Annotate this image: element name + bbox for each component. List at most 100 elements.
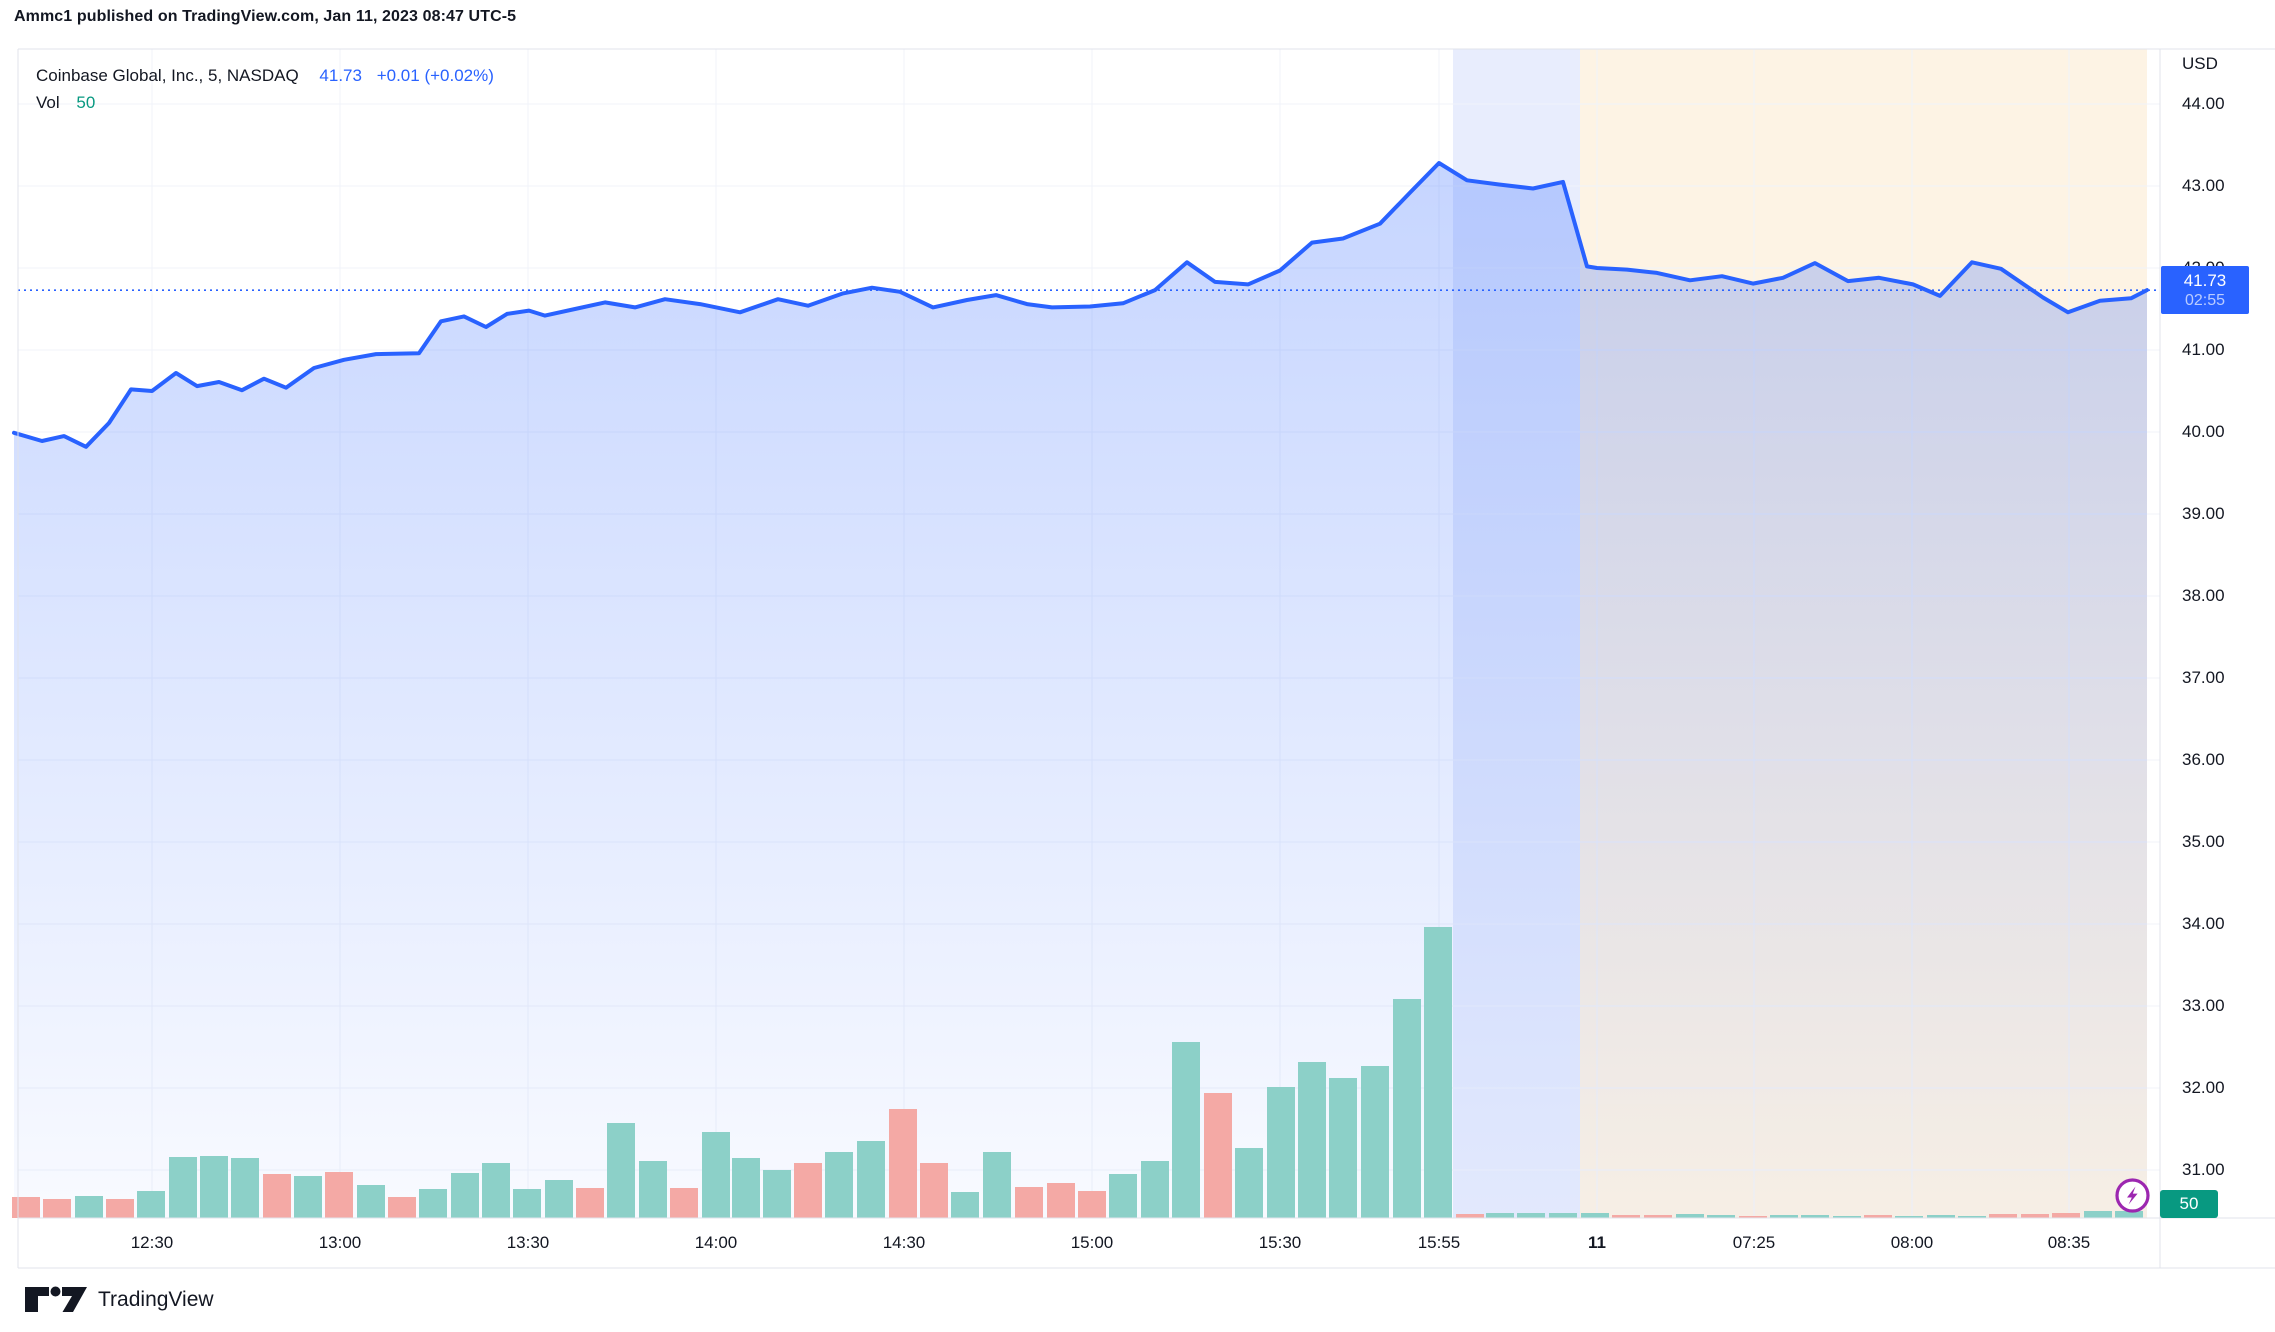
- volume-bar: [639, 1161, 667, 1218]
- volume-bar: [1204, 1093, 1232, 1218]
- volume-bar: [1486, 1213, 1514, 1218]
- time-tick-label: 08:00: [1890, 1233, 1934, 1252]
- volume-bar: [702, 1132, 730, 1218]
- tradingview-wordmark: TradingView: [98, 1287, 214, 1311]
- volume-bar: [325, 1172, 353, 1218]
- volume-bar: [1676, 1214, 1704, 1218]
- volume-bar: [794, 1163, 822, 1218]
- volume-series: [12, 927, 2143, 1218]
- volume-bar: [1801, 1215, 1829, 1218]
- volume-bar: [1864, 1215, 1892, 1218]
- volume-bar: [1298, 1062, 1326, 1218]
- volume-bar: [513, 1189, 541, 1218]
- volume-bar: [2021, 1214, 2049, 1218]
- volume-bar: [200, 1156, 228, 1218]
- volume-bar: [357, 1185, 385, 1218]
- volume-bar: [1047, 1183, 1075, 1218]
- volume-bar: [106, 1199, 134, 1218]
- time-tick-label: 13:30: [506, 1233, 550, 1252]
- current-price-value: 41.73: [2183, 270, 2227, 290]
- time-tick-label: 14:00: [694, 1233, 738, 1252]
- volume-legend-label: Vol: [36, 93, 60, 112]
- volume-bar: [1581, 1213, 1609, 1218]
- volume-bar: [1424, 927, 1452, 1218]
- volume-bar: [1958, 1216, 1986, 1218]
- volume-bar: [825, 1152, 853, 1218]
- volume-bar: [1770, 1215, 1798, 1218]
- volume-bar: [983, 1152, 1011, 1218]
- time-tick-label: 15:30: [1258, 1233, 1302, 1252]
- price-tick-label: 40.00: [2182, 422, 2225, 441]
- volume-bar: [388, 1197, 416, 1218]
- volume-bar: [763, 1170, 791, 1218]
- tradingview-branding[interactable]: TradingView: [24, 1286, 214, 1313]
- volume-bar: [1833, 1216, 1861, 1218]
- volume-bar: [1109, 1174, 1137, 1218]
- volume-bar: [576, 1188, 604, 1218]
- volume-bar: [263, 1174, 291, 1218]
- volume-bar: [951, 1192, 979, 1218]
- price-tick-label: 41.00: [2182, 340, 2225, 359]
- volume-bar: [482, 1163, 510, 1218]
- volume-bar: [75, 1196, 103, 1218]
- price-line-series: [12, 161, 2149, 449]
- volume-bar: [294, 1176, 322, 1218]
- last-price-value: 41.73: [319, 66, 362, 85]
- volume-bar: [1517, 1213, 1545, 1218]
- price-line: [12, 161, 2149, 449]
- currency-label: USD: [2182, 54, 2218, 73]
- volume-bar: [2052, 1213, 2080, 1218]
- time-tick-label: 14:30: [882, 1233, 926, 1252]
- volume-bar: [1015, 1187, 1043, 1218]
- price-tick-label: 31.00: [2182, 1160, 2225, 1179]
- price-area-fill: [14, 163, 2147, 1218]
- time-tick-label: 15:55: [1417, 1233, 1461, 1252]
- volume-axis-badge: 50: [2160, 1190, 2218, 1218]
- volume-bar: [12, 1197, 40, 1218]
- volume-bar: [2084, 1211, 2112, 1218]
- time-tick-label: 12:30: [130, 1233, 174, 1252]
- volume-bar: [1235, 1148, 1263, 1218]
- volume-bar: [231, 1158, 259, 1218]
- price-tick-label: 38.00: [2182, 586, 2225, 605]
- chart-borders: [17, 48, 2275, 1269]
- volume-bar: [857, 1141, 885, 1218]
- time-tick-label: 08:35: [2047, 1233, 2091, 1252]
- price-tick-label: 35.00: [2182, 832, 2225, 851]
- publish-header: Ammc1 published on TradingView.com, Jan …: [14, 8, 517, 25]
- volume-bar: [1267, 1087, 1295, 1218]
- volume-bar: [137, 1191, 165, 1218]
- volume-bar: [1329, 1078, 1357, 1218]
- volume-bar: [1707, 1215, 1735, 1218]
- volume-bar: [419, 1189, 447, 1218]
- boost-lightning-icon[interactable]: [2114, 1177, 2151, 1214]
- volume-bar: [1141, 1161, 1169, 1218]
- price-tick-label: 37.00: [2182, 668, 2225, 687]
- volume-bar: [1895, 1216, 1923, 1218]
- time-tick-label: 07:25: [1732, 1233, 1776, 1252]
- price-tick-label: 36.00: [2182, 750, 2225, 769]
- volume-bar: [43, 1199, 71, 1218]
- price-tick-label: 34.00: [2182, 914, 2225, 933]
- volume-bar: [1393, 999, 1421, 1218]
- price-tick-label: 33.00: [2182, 996, 2225, 1015]
- price-tick-label: 39.00: [2182, 504, 2225, 523]
- volume-bar: [1612, 1215, 1640, 1218]
- volume-bar: [545, 1180, 573, 1218]
- price-change-value: +0.01 (+0.02%): [376, 66, 494, 85]
- volume-bar: [889, 1109, 917, 1218]
- volume-bar: [607, 1123, 635, 1218]
- time-tick-label: 11: [1588, 1233, 1606, 1252]
- volume-bar: [1361, 1066, 1389, 1218]
- volume-bar: [2115, 1211, 2143, 1218]
- time-tick-label: 15:00: [1070, 1233, 1114, 1252]
- volume-bar: [1644, 1215, 1672, 1218]
- volume-bar: [1989, 1214, 2017, 1218]
- volume-bar: [1549, 1213, 1577, 1218]
- volume-bar: [920, 1163, 948, 1218]
- time-tick-label: 13:00: [318, 1233, 362, 1252]
- symbol-title[interactable]: Coinbase Global, Inc., 5, NASDAQ: [36, 66, 299, 85]
- bar-countdown: 02:55: [2184, 291, 2226, 309]
